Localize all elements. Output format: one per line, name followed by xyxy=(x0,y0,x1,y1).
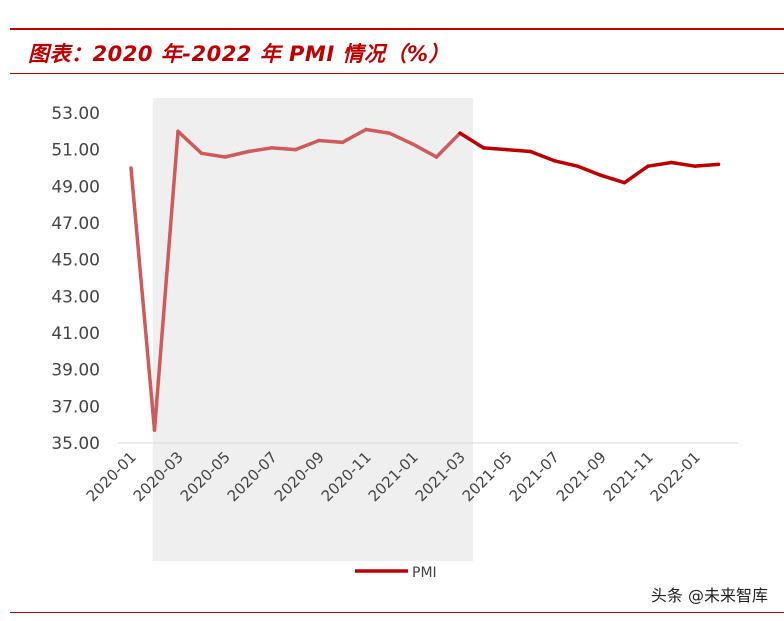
y-tick-label: 47.00 xyxy=(51,214,100,234)
bottom-rule xyxy=(10,612,784,613)
pmi-line-segment xyxy=(552,158,580,168)
title-rule xyxy=(10,73,784,74)
y-tick-label: 35.00 xyxy=(51,434,100,454)
pmi-line-segment xyxy=(340,127,368,145)
pmi-line-segment xyxy=(293,138,321,152)
y-tick-label: 53.00 xyxy=(51,104,100,124)
pmi-line-segment xyxy=(505,147,533,154)
pmi-line-segment xyxy=(599,173,627,185)
y-tick-label: 45.00 xyxy=(51,251,100,271)
pmi-line-segment xyxy=(411,142,439,159)
y-tick-label: 41.00 xyxy=(51,324,100,344)
watermark: 头条 @未来智库 xyxy=(650,586,768,605)
pmi-line-segment xyxy=(270,146,298,152)
pmi-line-segment xyxy=(458,131,486,150)
pmi-line-segment xyxy=(129,166,157,432)
pmi-line-segment xyxy=(152,129,180,432)
y-tick-label: 43.00 xyxy=(51,287,100,307)
pmi-line-segment xyxy=(669,160,697,168)
y-tick-label: 37.00 xyxy=(51,397,100,417)
x-tick-label: 2020-01 xyxy=(83,448,140,505)
pmi-line-segment xyxy=(528,149,556,163)
pmi-line-segment xyxy=(364,127,392,135)
shaded-period xyxy=(152,98,473,561)
pmi-line-segment xyxy=(646,160,674,168)
y-tick-label: 39.00 xyxy=(51,361,100,381)
x-tick-label: 2022-01 xyxy=(647,448,704,505)
x-tick-label: 2021-11 xyxy=(600,448,657,505)
pmi-line-segment xyxy=(575,164,603,178)
pmi-line-segment xyxy=(199,151,227,159)
top-rule xyxy=(10,28,784,30)
pmi-line-segment xyxy=(176,129,204,156)
y-tick-label: 49.00 xyxy=(51,177,100,197)
y-tick-label: 51.00 xyxy=(51,141,100,161)
pmi-line-segment xyxy=(434,131,462,159)
x-tick-label: 2021-07 xyxy=(506,448,563,505)
pmi-line-segment xyxy=(693,162,721,168)
figure-title: 图表：2020 年-2022 年 PMI 情况（%） xyxy=(28,42,450,66)
legend-label: PMI xyxy=(412,565,437,581)
pmi-line-segment xyxy=(622,164,650,185)
pmi-line-segment xyxy=(223,149,251,159)
x-tick-label: 2021-09 xyxy=(553,448,610,505)
pmi-line-segment xyxy=(246,146,274,154)
pmi-line-segment xyxy=(317,138,345,145)
pmi-line-segment xyxy=(481,146,509,152)
pmi-line-segment xyxy=(387,131,415,146)
